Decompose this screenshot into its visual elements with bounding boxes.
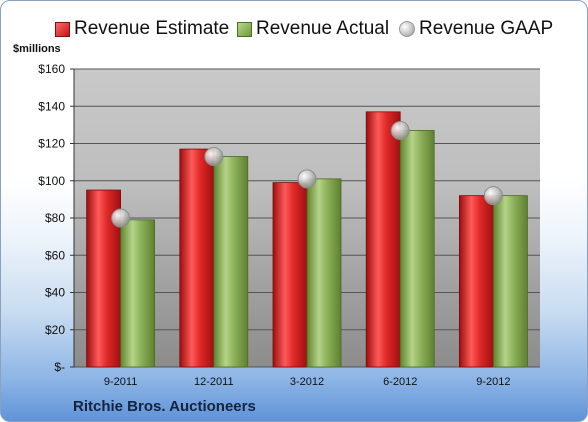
legend-label-actual: Revenue Actual [256, 18, 390, 39]
bar-revenue-actual [306, 178, 342, 368]
x-tick-label: 12-2011 [194, 376, 234, 388]
x-tick-label: 3-2012 [290, 376, 324, 388]
bar-revenue-actual [213, 156, 249, 368]
y-tick-label: $20 [45, 323, 65, 337]
y-tick-label: $80 [45, 211, 65, 225]
marker-revenue-gaap [204, 147, 224, 167]
y-axis-unit-label: $millions [13, 43, 61, 55]
legend-swatch-actual [237, 21, 252, 37]
y-tick-label: $- [54, 360, 65, 374]
legend-item-gaap: Revenue GAAP [399, 18, 553, 40]
marker-revenue-gaap [390, 120, 410, 140]
x-tick-label: 6-2012 [383, 376, 417, 388]
x-tick-label: 9-2011 [104, 376, 137, 388]
legend-swatch-gaap [399, 21, 415, 37]
bar-revenue-estimate [272, 182, 308, 368]
x-tick-labels: 9-2011 12-2011 3-2012 6-2012 9-2012 [104, 376, 511, 388]
legend-item-actual: Revenue Actual [237, 18, 389, 40]
gaap-markers [111, 120, 503, 228]
bar-revenue-actual [399, 130, 435, 368]
y-tick-label: $140 [38, 99, 65, 113]
y-tick-labels: $- $20 $40 $60 $80 $100 $120 $140 $160 [38, 62, 65, 374]
y-tick-label: $160 [38, 62, 65, 76]
x-tick-label: 9-2012 [476, 376, 510, 388]
legend-item-estimate: Revenue Estimate [55, 18, 229, 40]
bar-revenue-estimate [458, 195, 494, 368]
y-tick-label: $60 [45, 248, 65, 262]
marker-revenue-gaap [111, 208, 131, 228]
marker-revenue-gaap [297, 169, 317, 189]
bar-revenue-estimate [179, 148, 215, 368]
legend-swatch-estimate [55, 21, 70, 37]
y-tick-label: $40 [45, 286, 65, 300]
marker-revenue-gaap [483, 186, 503, 206]
y-tick-label: $100 [38, 174, 65, 188]
legend: Revenue Estimate Revenue Actual Revenue … [1, 18, 587, 42]
y-tick-label: $120 [38, 137, 65, 151]
legend-label-estimate: Revenue Estimate [74, 18, 230, 39]
legend-label-gaap: Revenue GAAP [419, 18, 554, 39]
bar-revenue-actual [492, 195, 528, 368]
bar-revenue-estimate [365, 111, 401, 368]
bars [86, 111, 528, 368]
bar-revenue-actual [120, 219, 155, 368]
company-name: Ritchie Bros. Auctioneers [73, 398, 256, 415]
